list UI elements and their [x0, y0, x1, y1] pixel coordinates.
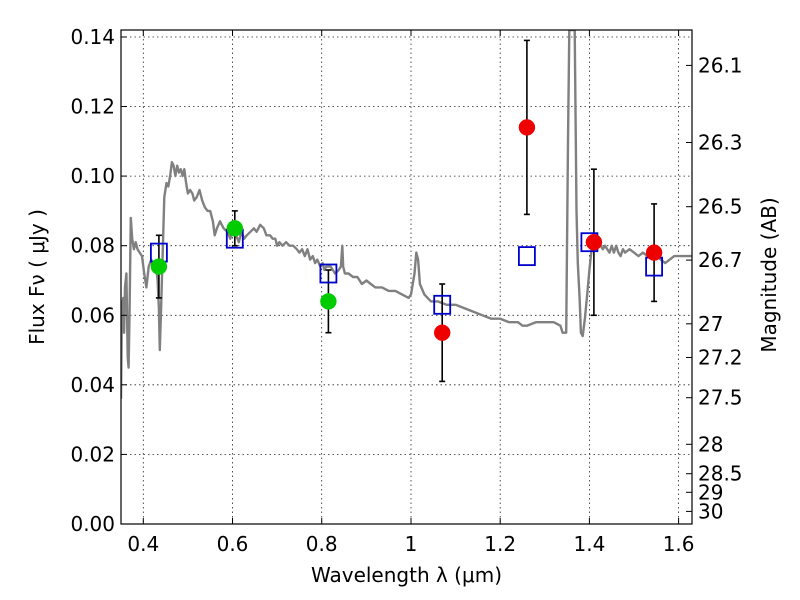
y2-tick-label: 26.7 [698, 248, 743, 272]
y2-tick-label: 27.5 [698, 386, 743, 410]
y2-tick-label: 29 [698, 480, 723, 504]
plot-data [121, 30, 692, 399]
y-tick-label: 0.08 [70, 234, 115, 258]
x-tick-label: 1.2 [484, 532, 516, 556]
y-tick-label: 0.10 [70, 164, 115, 188]
x-tick-label: 0.8 [306, 532, 338, 556]
infrared-data-point [645, 244, 663, 261]
y2-tick-label: 27 [698, 312, 723, 336]
y2-tick-label: 28.5 [698, 462, 743, 486]
grid [121, 30, 692, 524]
axis-ticks: 0.4 0.6 0.8 1 1.2 1.4 1.6 0.00 0.02 0.04 0.06 0.08 0… [70, 25, 742, 556]
model-photometry-square [518, 246, 536, 267]
x-tick-label: 0.6 [217, 532, 249, 556]
infrared-data-point [585, 233, 603, 251]
y2-tick-label: 26.5 [698, 195, 743, 219]
y2-tick-label: 26.3 [698, 131, 743, 155]
y-axis-label: Flux Fν ( μJy ) [25, 209, 49, 345]
x-axis-label: Wavelength λ (μm) [311, 563, 502, 587]
y2-tick-label: 30 [698, 499, 723, 523]
infrared-data-point [518, 119, 536, 136]
plot-frame [120, 29, 693, 525]
y-tick-label: 0.12 [70, 95, 115, 119]
x-tick-label: 1.6 [663, 532, 695, 556]
y-tick-label: 0.00 [70, 512, 115, 536]
x-tick-label: 1 [405, 532, 418, 556]
y2-tick-label: 26.1 [698, 53, 743, 77]
y-tick-label: 0.02 [70, 442, 115, 466]
model-spectrum-line [121, 30, 692, 399]
model-photometry-square [433, 294, 452, 315]
infrared-data-point [433, 324, 451, 341]
model-photometry-square [319, 263, 338, 284]
x-tick-label: 1.4 [573, 532, 605, 556]
y2-tick-label: 27.2 [698, 346, 743, 370]
optical-data-point [226, 220, 244, 237]
y-tick-label: 0.06 [70, 303, 115, 327]
y-tick-label: 0.04 [70, 373, 115, 397]
y2-tick-label: 28 [698, 432, 723, 456]
y2-axis-label: Magnitude (AB) [757, 197, 781, 352]
optical-data-point [320, 293, 337, 310]
y-tick-label: 0.14 [70, 25, 115, 49]
x-tick-label: 0.4 [127, 532, 159, 556]
optical-data-point [150, 258, 168, 275]
